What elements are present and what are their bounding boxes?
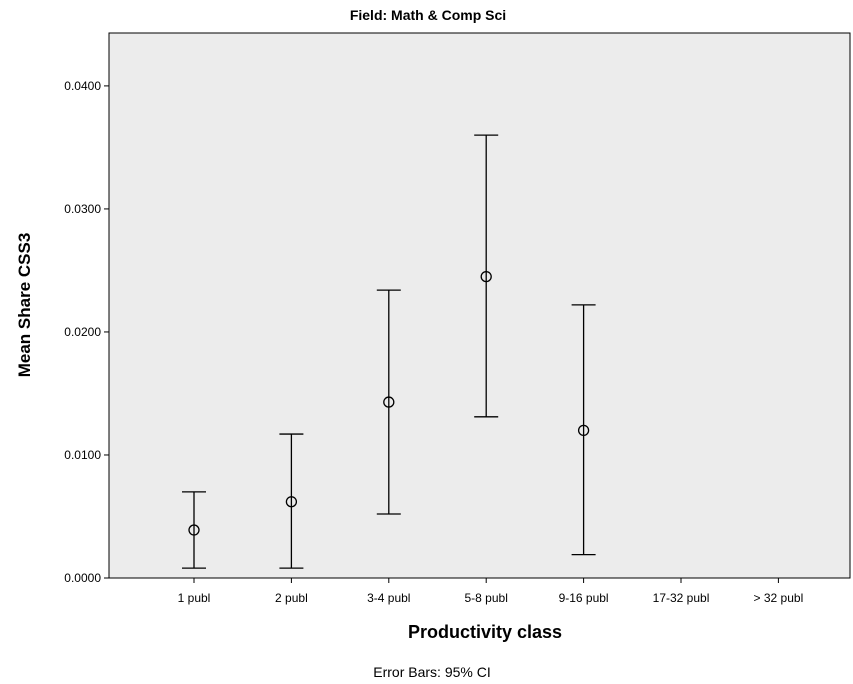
x-tick-label: 17-32 publ [653,591,710,605]
x-tick-label: 1 publ [178,591,211,605]
x-tick-label: > 32 publ [754,591,804,605]
error-bars [182,134,596,569]
y-axis-label: Mean Share CSS3 [15,233,34,378]
plot-area [108,32,851,579]
mean-point [577,424,590,437]
chart-title: Field: Math & Comp Sci [350,7,506,23]
y-tick-label: 0.0300 [64,202,101,216]
y-tick-label: 0.0000 [64,571,101,585]
x-tick-label: 9-16 publ [559,591,609,605]
y-tick-label: 0.0400 [64,79,101,93]
chart-footnote: Error Bars: 95% CI [373,664,490,680]
y-tick-label: 0.0200 [64,325,101,339]
x-axis-label: Productivity class [408,622,562,642]
mean-point [480,270,492,283]
y-tick-label: 0.0100 [64,448,101,462]
x-tick-label: 5-8 publ [465,591,508,605]
mean-point [188,524,200,536]
mean-point [383,396,395,408]
x-tick-label: 3-4 publ [367,591,410,605]
x-axis-ticks: 1 publ 2 publ 3-4 publ 5-8 publ 9-16 publ 17-… [178,578,804,605]
x-tick-label: 2 publ [275,591,308,605]
y-axis-ticks: 0.0000 0.0100 0.0200 0.0300 0.0400 [64,79,109,585]
mean-point [285,496,298,508]
